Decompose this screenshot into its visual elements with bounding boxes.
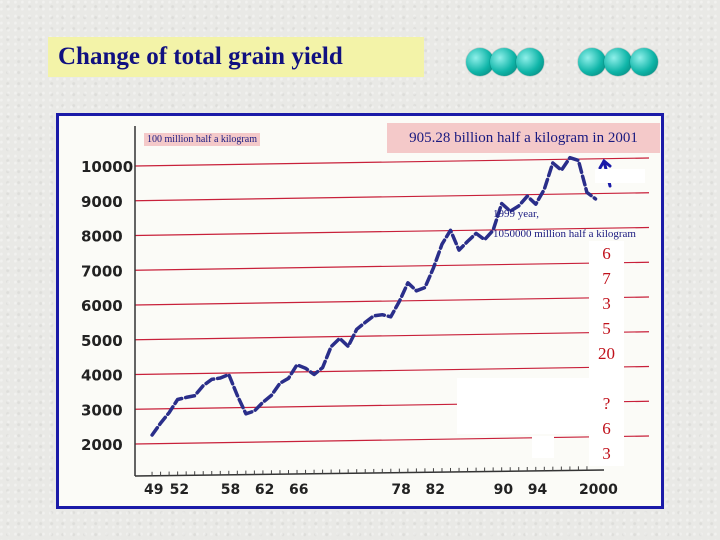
grid-line — [134, 261, 650, 271]
teal-ball-icon — [604, 48, 632, 76]
annotation-value: 1050000 million half a kilogram — [493, 228, 636, 240]
x-tick-label: 94 — [528, 482, 548, 498]
digit: 20 — [598, 344, 615, 363]
digit: 6 — [602, 419, 611, 438]
y-tick-label: 3000 — [81, 401, 123, 419]
grid-line — [134, 157, 650, 167]
teal-ball-icon — [490, 48, 518, 76]
digit — [589, 366, 624, 391]
y-tick-label: 8000 — [81, 228, 123, 246]
teal-ball-icon — [578, 48, 606, 76]
grid-line — [134, 192, 650, 202]
x-tick-label: 62 — [255, 482, 274, 498]
digit: 5 — [602, 319, 611, 338]
digit: 3 — [602, 444, 611, 463]
grid-line — [134, 365, 650, 376]
digit: 7 — [602, 269, 611, 288]
teal-ball-icon — [630, 48, 658, 76]
grid-line — [134, 296, 650, 306]
y-tick-label: 2000 — [81, 436, 123, 454]
teal-ball-icon — [466, 48, 494, 76]
chart-frame: 2000 3000 4000 5000 6000 7000 8000 9000 10000 49 5… — [56, 113, 664, 509]
x-axis — [134, 469, 605, 477]
x-tick-label: 2000 — [579, 482, 618, 498]
y-tick-label: 5000 — [81, 332, 123, 350]
unit-label: 100 million half a kilogram — [144, 133, 260, 146]
x-tick-label: 82 — [425, 482, 444, 498]
y-tick-label: 7000 — [81, 262, 123, 280]
y-tick-label: 4000 — [81, 367, 123, 385]
white-patch — [532, 436, 554, 458]
annotation-year: 1999 year, — [493, 208, 539, 220]
x-tick-label: 78 — [391, 482, 410, 498]
y-tick-label: 10000 — [81, 158, 133, 176]
y-tick-label: 6000 — [81, 297, 123, 315]
page-title: Change of total grain yield — [48, 37, 424, 77]
x-tick-label: 49 — [144, 482, 163, 498]
white-patch — [595, 169, 645, 183]
digit: ? — [602, 394, 611, 413]
digit: 3 — [602, 294, 611, 313]
white-patch — [457, 378, 589, 434]
headline-label: 905.28 billion half a kilogram in 2001 — [387, 123, 660, 153]
x-tick-label: 58 — [221, 482, 240, 498]
y-tick-label: 9000 — [81, 193, 123, 211]
grid-line — [134, 226, 650, 237]
digit: 6 — [602, 244, 611, 263]
grid-line — [134, 331, 650, 341]
grain-yield-chart: 2000 3000 4000 5000 6000 7000 8000 9000 10000 49 5… — [81, 126, 650, 498]
x-tick-label: 52 — [170, 482, 189, 498]
teal-ball-icon — [516, 48, 544, 76]
digit-column: 6 7 3 5 20 ? 6 3 — [589, 241, 624, 466]
x-tick-label: 66 — [289, 482, 308, 498]
grid-line — [134, 435, 650, 445]
x-tick-label: 90 — [494, 482, 514, 498]
